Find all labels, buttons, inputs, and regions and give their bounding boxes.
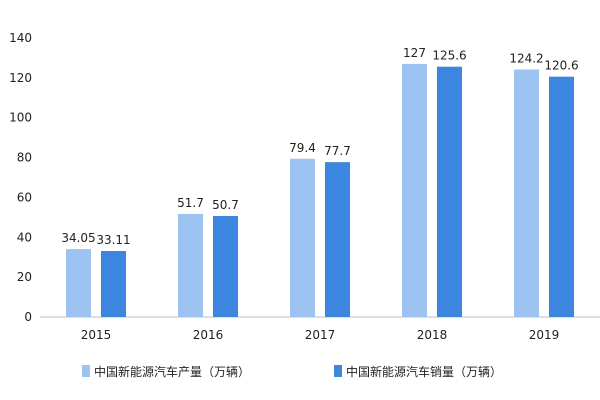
y-tick-label: 20: [17, 270, 32, 284]
x-tick-label: 2015: [81, 328, 112, 342]
data-label: 120.6: [544, 59, 578, 73]
y-tick-label: 120: [9, 71, 32, 85]
legend-swatch: [334, 365, 342, 377]
data-label: 34.05: [61, 231, 95, 245]
data-labels: 34.05 33.11 51.7 50.7 79.4 77.7 127 125.6 124.21…: [61, 46, 578, 247]
y-tick-label: 60: [17, 190, 32, 204]
bar: [325, 162, 350, 317]
bar: [178, 213, 203, 317]
data-label: 124.2: [509, 51, 543, 65]
x-tick-label: 2017: [305, 328, 336, 342]
data-label: 127: [403, 46, 426, 60]
data-label: 33.11: [96, 233, 130, 247]
bar: [213, 215, 238, 317]
bar: [101, 251, 126, 317]
x-tick-label: 2016: [193, 328, 224, 342]
data-label: 79.4: [289, 141, 316, 155]
bar: [290, 158, 315, 317]
y-tick-label: 80: [17, 151, 32, 165]
data-label: 77.7: [324, 144, 351, 158]
legend-label: 中国新能源汽车销量（万辆）: [346, 364, 502, 379]
x-tick-label: 2018: [417, 328, 448, 342]
data-label: 50.7: [212, 198, 239, 212]
bar: [549, 76, 574, 317]
data-label: 51.7: [177, 196, 204, 210]
bar: [514, 69, 539, 317]
bar: [437, 66, 462, 317]
y-tick-label: 0: [24, 310, 32, 324]
bars: [66, 63, 574, 318]
bar: [66, 249, 91, 317]
legend-label: 中国新能源汽车产量（万辆）: [94, 364, 250, 379]
bar: [402, 63, 427, 318]
legend: 中国新能源汽车产量（万辆） 中国新能源汽车销量（万辆）: [82, 364, 502, 379]
legend-swatch: [82, 365, 90, 377]
data-label: 125.6: [432, 49, 466, 63]
axes: 0 20 40 60 80 100 120 140 2015 2016 2017 2018 2019: [9, 31, 600, 342]
x-tick-label: 2019: [529, 328, 560, 342]
y-tick-label: 140: [9, 31, 32, 45]
y-tick-label: 40: [17, 230, 32, 244]
y-tick-label: 100: [9, 111, 32, 125]
